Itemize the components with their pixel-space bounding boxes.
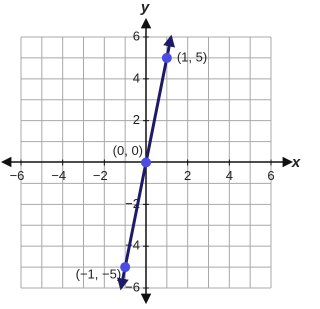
y-tick-label: 6: [133, 28, 140, 43]
y-tick-label: 4: [133, 70, 140, 85]
point-label: (1, 5): [177, 49, 207, 64]
y-axis-label: y: [140, 0, 150, 16]
x-tick-label: −2: [93, 168, 108, 183]
x-tick-label: 2: [184, 168, 191, 183]
point: [161, 52, 172, 63]
x-axis-label: x: [291, 154, 301, 171]
point: [141, 157, 151, 168]
y-tick-label: −6: [125, 279, 140, 294]
x-tick-label: −6: [10, 168, 25, 183]
point-label: (0, 0): [113, 143, 143, 158]
point-label: (−1, −5): [76, 267, 122, 282]
x-tick-label: −4: [51, 168, 66, 183]
point: [120, 262, 131, 273]
y-tick-label: 2: [133, 112, 140, 127]
x-tick-label: 4: [226, 168, 233, 183]
x-tick-label: 6: [267, 168, 274, 183]
